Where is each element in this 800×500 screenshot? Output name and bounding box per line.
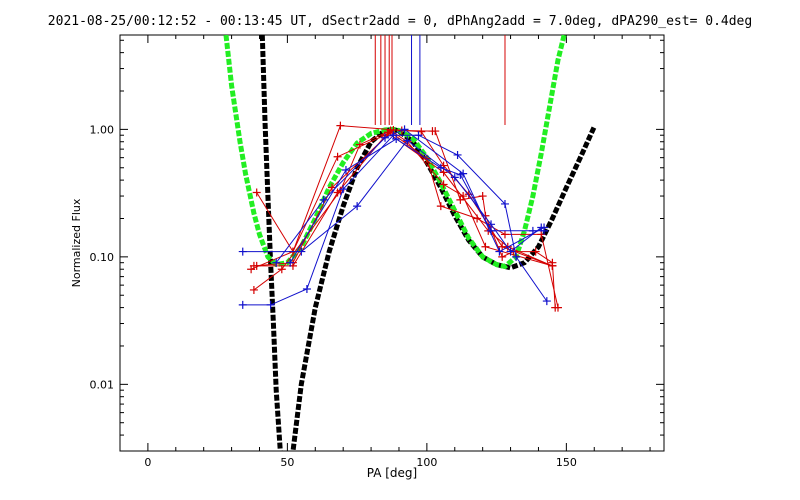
data-point-red bbox=[355, 140, 364, 149]
data-point-red bbox=[439, 168, 448, 177]
data-point-blue bbox=[495, 247, 504, 256]
data-point-red bbox=[531, 247, 540, 256]
data-point-blue bbox=[353, 202, 362, 211]
series-line-blue bbox=[242, 134, 548, 306]
data-point-blue bbox=[450, 173, 459, 182]
chart-title: 2021-08-25/00:12:52 - 00:13:45 UT, dSect… bbox=[47, 14, 753, 29]
data-point-red bbox=[383, 128, 392, 137]
data-point-blue bbox=[381, 133, 390, 142]
data-point-blue bbox=[540, 223, 549, 232]
y-tick-label: 0.10 bbox=[90, 251, 115, 264]
data-point-red bbox=[498, 252, 507, 261]
data-point-blue bbox=[459, 169, 468, 178]
data-point-blue bbox=[542, 297, 551, 306]
series-line-blue bbox=[242, 139, 542, 253]
data-point-red bbox=[436, 202, 445, 211]
data-point-red bbox=[252, 261, 261, 270]
data-point-blue bbox=[302, 284, 311, 293]
data-point-red bbox=[481, 242, 490, 251]
data-point-red bbox=[252, 188, 261, 197]
data-point-blue bbox=[506, 247, 515, 256]
data-point-blue bbox=[238, 247, 247, 256]
data-point-red bbox=[500, 230, 509, 239]
data-point-blue bbox=[414, 131, 423, 140]
y-tick-label: 0.01 bbox=[90, 378, 115, 391]
data-point-blue bbox=[400, 125, 409, 134]
data-point-red bbox=[333, 152, 342, 161]
data-point-blue bbox=[319, 195, 328, 204]
data-point-red bbox=[439, 180, 448, 189]
data-point-red bbox=[328, 183, 337, 192]
x-tick-label: 150 bbox=[556, 456, 577, 469]
series-line-red bbox=[253, 129, 553, 291]
x-tick-label: 0 bbox=[144, 456, 151, 469]
data-point-red bbox=[336, 121, 345, 130]
data-point-blue bbox=[266, 300, 275, 309]
data-point-red bbox=[478, 192, 487, 201]
data-point-blue bbox=[392, 135, 401, 144]
data-point-blue bbox=[297, 247, 306, 256]
data-point-blue bbox=[339, 185, 348, 194]
data-point-blue bbox=[436, 163, 445, 172]
x-tick-label: 100 bbox=[416, 456, 437, 469]
x-axis-label: PA [deg] bbox=[367, 466, 417, 480]
data-point-blue bbox=[453, 150, 462, 159]
data-point-blue bbox=[238, 300, 247, 309]
y-axis-label: Normalized Flux bbox=[70, 198, 83, 287]
series-line-blue bbox=[289, 138, 544, 263]
data-point-red bbox=[548, 261, 557, 270]
data-point-red bbox=[249, 285, 258, 294]
series-line-red bbox=[256, 132, 553, 267]
data-point-red bbox=[431, 127, 440, 136]
y-tick-label: 1.00 bbox=[90, 123, 115, 136]
data-point-red bbox=[333, 188, 342, 197]
data-point-blue bbox=[403, 136, 412, 145]
series-line-red bbox=[256, 125, 556, 308]
data-point-blue bbox=[286, 258, 295, 267]
x-tick-label: 50 bbox=[280, 456, 294, 469]
data-point-red bbox=[277, 265, 286, 274]
series-line-red bbox=[250, 131, 559, 308]
data-point-blue bbox=[341, 166, 350, 175]
data-point-blue bbox=[512, 252, 521, 261]
data-point-red bbox=[553, 303, 562, 312]
data-point-blue bbox=[272, 258, 281, 267]
data-point-blue bbox=[500, 199, 509, 208]
